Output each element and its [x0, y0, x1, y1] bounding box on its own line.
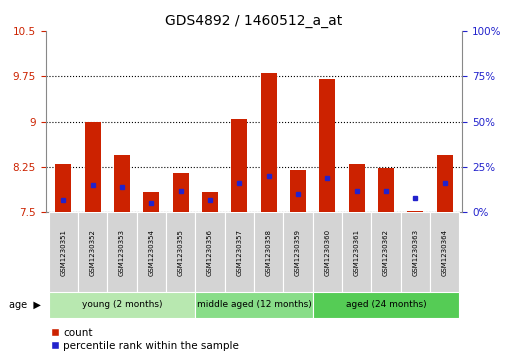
Text: GSM1230355: GSM1230355: [178, 229, 184, 276]
Bar: [196, 212, 225, 292]
Bar: [55, 164, 72, 212]
Bar: [107, 212, 137, 292]
Text: GSM1230362: GSM1230362: [383, 229, 389, 276]
Text: middle aged (12 months): middle aged (12 months): [197, 301, 311, 309]
Text: GSM1230364: GSM1230364: [441, 229, 448, 276]
Text: GSM1230361: GSM1230361: [354, 229, 360, 276]
Text: GSM1230351: GSM1230351: [60, 229, 67, 276]
Bar: [430, 212, 459, 292]
Bar: [231, 119, 247, 212]
Bar: [290, 170, 306, 212]
Bar: [319, 79, 335, 212]
Bar: [166, 212, 196, 292]
Bar: [143, 192, 160, 212]
Text: GSM1230354: GSM1230354: [148, 229, 154, 276]
Bar: [342, 212, 371, 292]
Bar: [436, 155, 453, 212]
Bar: [225, 212, 254, 292]
Bar: [407, 211, 423, 212]
Text: aged (24 months): aged (24 months): [346, 301, 426, 309]
Text: GSM1230352: GSM1230352: [89, 229, 96, 276]
Text: GSM1230359: GSM1230359: [295, 229, 301, 276]
Text: young (2 months): young (2 months): [82, 301, 162, 309]
Bar: [254, 212, 283, 292]
Bar: [114, 155, 130, 212]
Text: GSM1230353: GSM1230353: [119, 229, 125, 276]
Bar: [49, 292, 196, 318]
Bar: [312, 292, 459, 318]
Legend: count, percentile rank within the sample: count, percentile rank within the sample: [51, 328, 239, 351]
Bar: [312, 212, 342, 292]
Text: GSM1230357: GSM1230357: [236, 229, 242, 276]
Text: GSM1230358: GSM1230358: [266, 229, 272, 276]
Bar: [202, 192, 218, 212]
Bar: [196, 292, 312, 318]
Bar: [261, 73, 277, 212]
Title: GDS4892 / 1460512_a_at: GDS4892 / 1460512_a_at: [166, 15, 342, 28]
Text: GSM1230363: GSM1230363: [412, 229, 419, 276]
Bar: [137, 212, 166, 292]
Text: GSM1230356: GSM1230356: [207, 229, 213, 276]
Bar: [348, 164, 365, 212]
Bar: [378, 168, 394, 212]
Bar: [173, 173, 189, 212]
Text: GSM1230360: GSM1230360: [324, 229, 330, 276]
Bar: [85, 122, 101, 212]
Bar: [371, 212, 401, 292]
Bar: [78, 212, 107, 292]
Bar: [401, 212, 430, 292]
Bar: [283, 212, 312, 292]
Bar: [49, 212, 78, 292]
Text: age  ▶: age ▶: [9, 300, 41, 310]
